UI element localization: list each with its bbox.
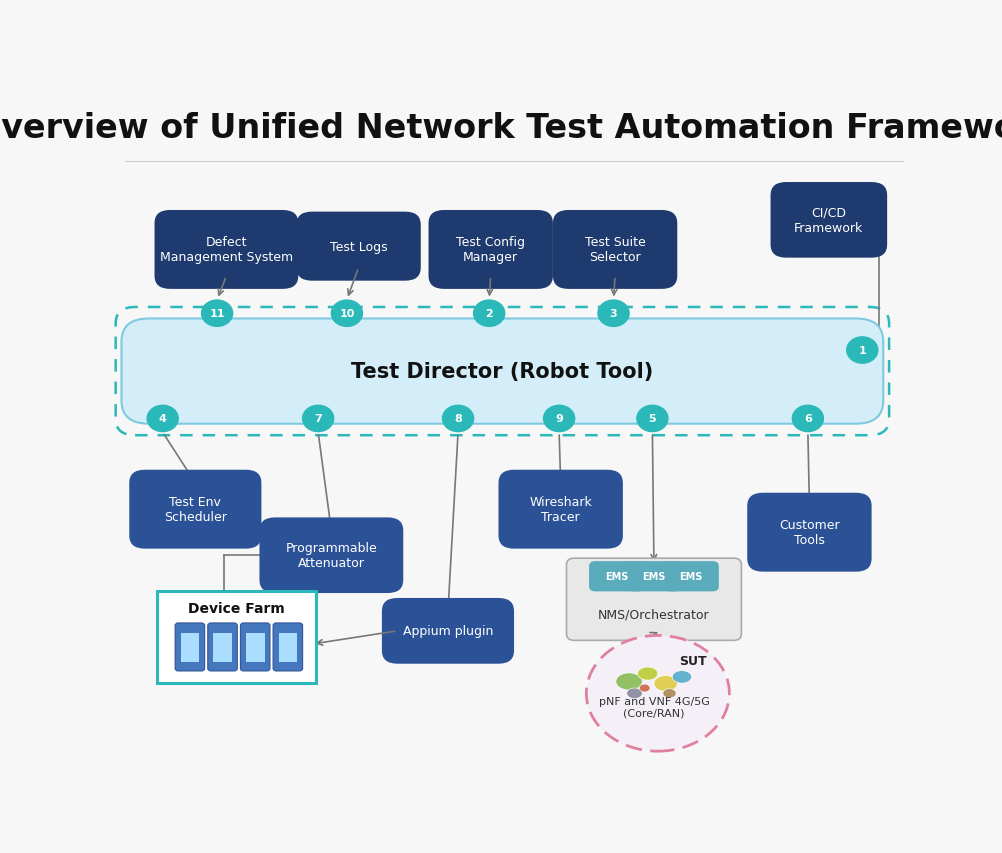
Text: Test Director (Robot Tool): Test Director (Robot Tool) <box>351 362 653 381</box>
FancyBboxPatch shape <box>770 183 887 258</box>
FancyBboxPatch shape <box>154 211 298 289</box>
Text: Appium plugin: Appium plugin <box>403 624 493 637</box>
Text: EMS: EMS <box>641 572 665 582</box>
Text: 4: 4 <box>158 414 166 424</box>
Circle shape <box>543 406 574 432</box>
Text: NMS/Orchestrator: NMS/Orchestrator <box>597 607 709 620</box>
Circle shape <box>442 406 473 432</box>
Text: 11: 11 <box>209 309 224 319</box>
Text: Wireshark
Tracer: Wireshark Tracer <box>529 496 591 524</box>
Text: 3: 3 <box>609 309 617 319</box>
Ellipse shape <box>653 676 676 692</box>
FancyBboxPatch shape <box>207 624 237 671</box>
FancyBboxPatch shape <box>297 212 421 281</box>
Text: 8: 8 <box>454 414 462 424</box>
FancyBboxPatch shape <box>498 470 622 549</box>
Text: 6: 6 <box>804 414 811 424</box>
Text: EMS: EMS <box>604 572 627 582</box>
FancyBboxPatch shape <box>552 211 676 289</box>
Text: CI/CD
Framework: CI/CD Framework <box>794 206 863 235</box>
FancyBboxPatch shape <box>663 561 718 592</box>
Text: Defect
Management System: Defect Management System <box>159 236 293 264</box>
Circle shape <box>636 406 667 432</box>
Circle shape <box>597 301 628 327</box>
Text: 10: 10 <box>339 309 355 319</box>
FancyBboxPatch shape <box>213 633 231 663</box>
FancyBboxPatch shape <box>121 319 883 424</box>
FancyBboxPatch shape <box>625 561 681 592</box>
Text: 5: 5 <box>648 414 655 424</box>
Text: pNF and VNF 4G/5G
(Core/RAN): pNF and VNF 4G/5G (Core/RAN) <box>598 696 708 717</box>
Text: 7: 7 <box>314 414 322 424</box>
Text: Programmable
Attenuator: Programmable Attenuator <box>286 542 377 570</box>
FancyBboxPatch shape <box>260 518 403 594</box>
Text: 1: 1 <box>858 345 866 356</box>
Text: Test Logs: Test Logs <box>330 241 387 253</box>
FancyBboxPatch shape <box>156 592 316 683</box>
FancyBboxPatch shape <box>279 633 297 663</box>
FancyBboxPatch shape <box>428 211 552 289</box>
Text: Device Farm: Device Farm <box>188 601 285 615</box>
Ellipse shape <box>662 689 675 698</box>
Ellipse shape <box>626 688 641 699</box>
FancyBboxPatch shape <box>588 561 643 592</box>
FancyBboxPatch shape <box>245 633 265 663</box>
Circle shape <box>201 301 232 327</box>
Text: 9: 9 <box>555 414 562 424</box>
Text: 2: 2 <box>485 309 493 319</box>
Ellipse shape <box>615 673 641 690</box>
FancyBboxPatch shape <box>566 559 740 641</box>
Text: EMS: EMS <box>679 572 702 582</box>
Circle shape <box>846 338 877 363</box>
Text: SUT: SUT <box>678 654 706 667</box>
FancyBboxPatch shape <box>175 624 204 671</box>
Circle shape <box>473 301 504 327</box>
FancyBboxPatch shape <box>273 624 303 671</box>
Text: Test Env
Scheduler: Test Env Scheduler <box>163 496 226 524</box>
Circle shape <box>331 301 362 327</box>
Text: Test Suite
Selector: Test Suite Selector <box>584 236 645 264</box>
FancyBboxPatch shape <box>240 624 270 671</box>
Ellipse shape <box>586 635 728 751</box>
FancyBboxPatch shape <box>382 598 513 664</box>
FancyBboxPatch shape <box>129 470 262 549</box>
FancyBboxPatch shape <box>746 493 871 572</box>
Ellipse shape <box>671 670 691 683</box>
Circle shape <box>147 406 178 432</box>
Circle shape <box>792 406 823 432</box>
Circle shape <box>303 406 334 432</box>
Text: Test Config
Manager: Test Config Manager <box>456 236 525 264</box>
FancyBboxPatch shape <box>180 633 199 663</box>
Text: Customer
Tools: Customer Tools <box>779 519 839 547</box>
Ellipse shape <box>637 667 657 681</box>
Text: Overview of Unified Network Test Automation Framework: Overview of Unified Network Test Automat… <box>0 112 1002 145</box>
Ellipse shape <box>638 684 649 692</box>
